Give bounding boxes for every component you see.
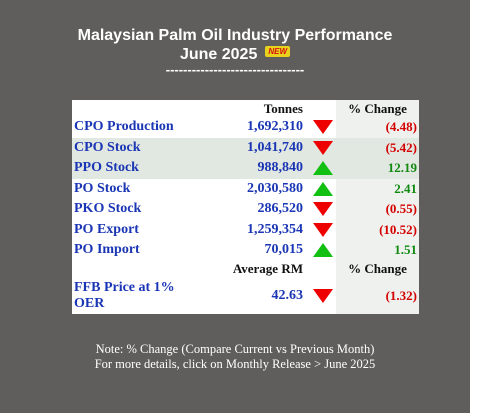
- table-row[interactable]: CPO Stock 1,041,740 (5.42): [72, 137, 419, 159]
- table-row[interactable]: PO Export 1,259,354 (10.52): [72, 219, 419, 241]
- red-down-triangle-icon: [310, 220, 336, 241]
- column-header-change: % Change: [336, 100, 419, 117]
- title-divider: --------------------------------: [165, 62, 305, 77]
- row-change: (4.48): [336, 117, 419, 138]
- green-up-triangle-icon: [310, 158, 336, 179]
- row-change: 2.41: [336, 178, 419, 199]
- column-header-tonnes: Tonnes: [263, 100, 303, 116]
- row-change: 12.19: [336, 158, 419, 179]
- performance-panel: Malaysian Palm Oil Industry Performance …: [0, 0, 470, 413]
- row-name: PO Export: [74, 221, 139, 237]
- red-down-triangle-icon: [310, 138, 336, 159]
- table-row[interactable]: PKO Stock 286,520 (0.55): [72, 199, 419, 220]
- row-value: 2,030,580: [247, 180, 303, 196]
- row-name: CPO Production: [74, 119, 174, 135]
- row-value: 1,692,310: [247, 119, 303, 135]
- footnote-line-2[interactable]: For more details, click on Monthly Relea…: [94, 357, 376, 371]
- row-change: (1.32): [336, 277, 419, 314]
- row-name: PPO Stock: [74, 160, 139, 176]
- row-name: FFB Price at 1% OER: [74, 279, 175, 311]
- row-name: CPO Stock: [74, 139, 141, 155]
- footnote-line-1: Note: % Change (Compare Current vs Previ…: [95, 342, 375, 356]
- table-row[interactable]: PO Import 70,015 1.51: [72, 240, 419, 261]
- table-header: Tonnes % Change: [72, 100, 419, 117]
- red-down-triangle-icon: [310, 278, 336, 314]
- row-value: 1,259,354: [247, 221, 303, 237]
- table-row[interactable]: PO Stock 2,030,580 2.41: [72, 178, 419, 200]
- row-value: 42.63: [271, 287, 304, 303]
- title-line-1: Malaysian Palm Oil Industry Performance: [77, 27, 393, 44]
- table-row-ffb-price[interactable]: FFB Price at 1% OER 42.63 (1.32): [72, 277, 419, 314]
- column-header-average-rm: Average RM: [232, 261, 303, 276]
- title-line-2: June 2025: [179, 46, 258, 63]
- column-header-change-2: % Change: [336, 260, 419, 278]
- row-name: PKO Stock: [74, 201, 142, 217]
- row-name: PO Import: [74, 242, 140, 258]
- row-value: 1,041,740: [247, 139, 303, 155]
- footnote: Note: % Change (Compare Current vs Previ…: [0, 342, 470, 372]
- row-change: 1.51: [336, 240, 419, 261]
- table-row[interactable]: PPO Stock 988,840 12.19: [72, 158, 419, 179]
- green-up-triangle-icon: [310, 179, 336, 200]
- row-change: (5.42): [336, 137, 419, 158]
- red-down-triangle-icon: [310, 117, 336, 138]
- red-down-triangle-icon: [310, 199, 336, 220]
- new-badge: NEW: [265, 46, 291, 57]
- page-title: Malaysian Palm Oil Industry Performance …: [0, 26, 470, 64]
- row-change: (10.52): [336, 219, 419, 240]
- row-value: 286,520: [257, 201, 304, 217]
- row-value: 988,840: [257, 160, 304, 176]
- row-change: (0.55): [336, 199, 419, 220]
- row-value: 70,015: [264, 242, 304, 258]
- green-up-triangle-icon: [310, 240, 336, 261]
- table-row[interactable]: CPO Production 1,692,310 (4.48): [72, 117, 419, 138]
- performance-table: Tonnes % Change CPO Production 1,692,310…: [72, 100, 419, 314]
- table-subheader: Average RM % Change: [72, 260, 419, 278]
- row-name: PO Stock: [74, 180, 131, 196]
